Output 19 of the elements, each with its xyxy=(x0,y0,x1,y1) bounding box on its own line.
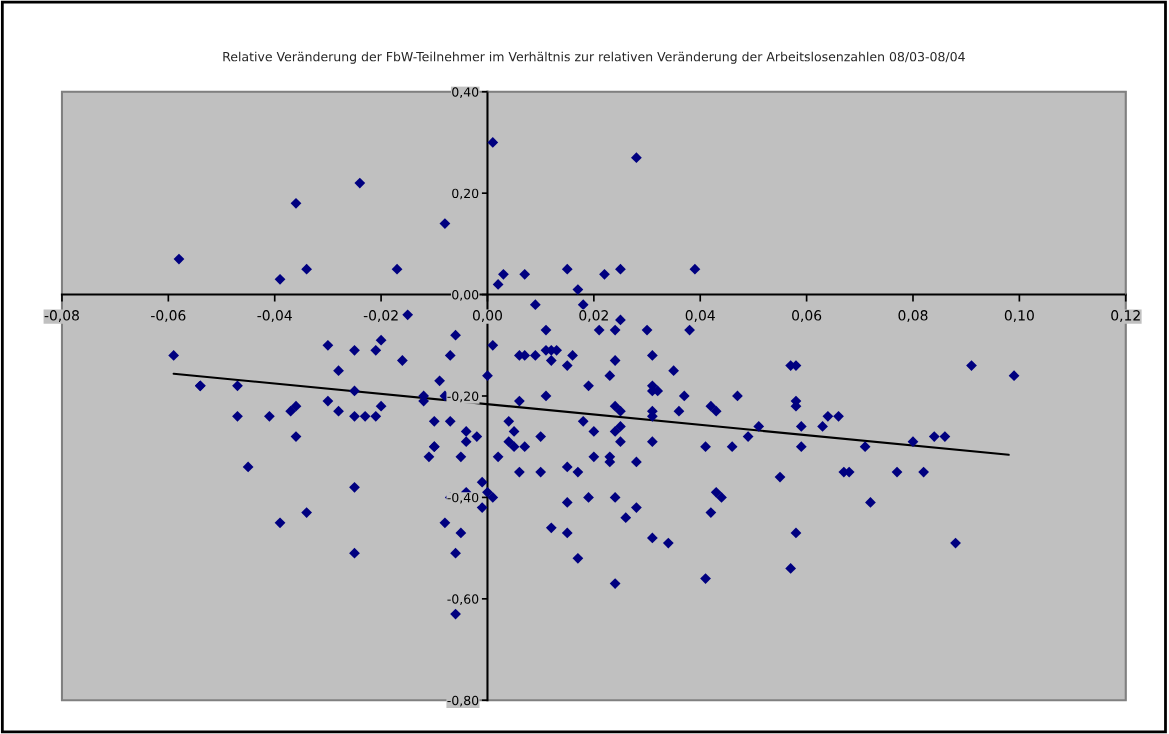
y-tick-label: -0,80 xyxy=(447,695,479,707)
y-tick-label: -0,20 xyxy=(447,391,479,403)
x-tick-label: 0,02 xyxy=(579,310,608,323)
x-tick-label: 0,04 xyxy=(685,310,715,323)
y-tick-label: 0,20 xyxy=(452,188,479,200)
x-tick-label: -0,06 xyxy=(151,310,186,323)
y-tick-label: -0,60 xyxy=(447,594,479,606)
chart-title: Relative Veränderung der FbW-Teilnehmer im Verhältnis zur relativen Veränderung der Arbeitslosenzahlen 08/03-08/04 xyxy=(223,51,965,64)
x-tick-label: 0,08 xyxy=(898,310,928,323)
x-tick-label: -0,08 xyxy=(44,310,79,323)
x-tick-label: -0,02 xyxy=(363,310,398,323)
y-tick-label: 0,00 xyxy=(452,290,479,301)
y-tick-label: 0,40 xyxy=(452,87,479,98)
x-tick-label: 0,06 xyxy=(792,310,822,323)
y-tick-label: -0,40 xyxy=(447,492,479,504)
x-tick-label: 0,00 xyxy=(472,310,503,323)
x-tick-label: -0,04 xyxy=(257,310,292,323)
x-tick-label: 0,12 xyxy=(1111,310,1140,323)
x-tick-label: 0,10 xyxy=(1004,310,1034,323)
